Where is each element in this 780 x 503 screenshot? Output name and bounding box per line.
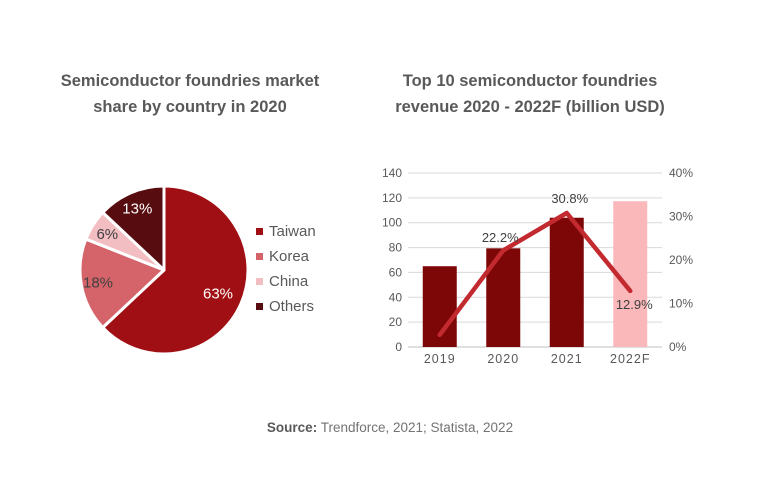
y-axis-tick-left: 60 — [389, 265, 403, 279]
pie-chart-title: Semiconductor foundries market share by … — [60, 72, 320, 116]
y-axis-tick-left: 80 — [389, 241, 403, 255]
y-axis-tick-right: 30% — [669, 210, 693, 224]
legend-label: Korea — [269, 248, 310, 265]
bar-2021 — [549, 217, 584, 347]
legend-item-others: Others — [256, 299, 316, 314]
x-axis-label-2021: 2021 — [551, 352, 583, 366]
y-axis-tick-left: 100 — [382, 216, 402, 230]
line-point-label-2022f: 12.9% — [616, 297, 653, 312]
legend-label: Others — [269, 298, 315, 315]
legend-marker-china — [256, 278, 263, 285]
legend-item-china: China — [256, 274, 316, 289]
y-axis-tick-left: 140 — [382, 166, 402, 180]
y-axis-tick-left: 20 — [389, 315, 403, 329]
y-axis-tick-left: 0 — [395, 340, 402, 354]
legend-marker-others — [256, 303, 263, 310]
line-point-label-2021: 30.8% — [551, 191, 588, 206]
source-prefix: Source: — [266, 420, 318, 435]
x-axis-label-2022f: 2022F — [610, 352, 650, 366]
x-axis-label-2020: 2020 — [487, 352, 519, 366]
legend-item-korea: Korea — [256, 249, 316, 264]
pie-slice-korea — [78, 237, 166, 329]
y-axis-tick-left: 40 — [389, 290, 403, 304]
bar-line-chart: 0 20 40 60 80 100 120 140 0% 10% 20% 30% 40% 2019 2020… — [382, 166, 693, 366]
growth-line — [437, 210, 633, 338]
y-axis-tick-left: 120 — [382, 191, 402, 205]
legend-item-taiwan: Taiwan — [256, 224, 316, 239]
source-note: Source: Trendforce, 2021; Statista, 2022 — [0, 420, 780, 435]
pie-slice-label-others: 13% — [122, 200, 152, 217]
x-axis-label-2019: 2019 — [424, 352, 456, 366]
pie-chart: 63% 18% 6%13% — [78, 184, 250, 356]
pie-slice-label-korea: 18% — [83, 275, 113, 292]
legend-marker-taiwan — [256, 228, 263, 235]
legend-marker-korea — [256, 253, 263, 260]
line-point-label-2020: 22.2% — [482, 230, 519, 245]
pie-slice-taiwan — [101, 184, 250, 356]
pie-slice-label-taiwan: 63% — [203, 285, 233, 302]
legend-label: Taiwan — [269, 223, 316, 240]
bar-chart-title: Top 10 semiconductor foundries revenue 2… — [395, 72, 665, 116]
legend-label: China — [269, 273, 309, 290]
pie-legend: Taiwan Korea China Others — [256, 224, 316, 314]
y-axis-tick-right: 40% — [669, 166, 693, 180]
pie-slice-label-china: 6% — [96, 226, 118, 243]
y-axis-tick-right: 20% — [669, 253, 693, 267]
pie-slice-others — [101, 184, 166, 272]
source-text: Trendforce, 2021; Statista, 2022 — [320, 420, 514, 435]
y-axis-tick-right: 10% — [669, 297, 693, 311]
y-axis-tick-right: 0% — [669, 340, 687, 354]
